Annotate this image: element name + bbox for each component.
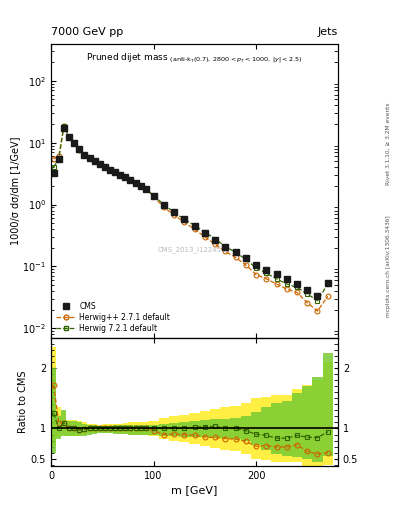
Text: Pruned dijet mass $_{(\mathregular{anti\text{-}k_T}(0.7),\ 2800<p_T<1000,\ |y|<2: Pruned dijet mass $_{(\mathregular{anti\… [86, 52, 303, 67]
Text: 7000 GeV pp: 7000 GeV pp [51, 27, 123, 37]
Text: Jets: Jets [318, 27, 338, 37]
Legend: CMS, Herwig++ 2.7.1 default, Herwig 7.2.1 default: CMS, Herwig++ 2.7.1 default, Herwig 7.2.… [55, 300, 172, 334]
Text: CMS_2013_I1224539: CMS_2013_I1224539 [158, 246, 231, 253]
Text: Rivet 3.1.10, ≥ 3.2M events: Rivet 3.1.10, ≥ 3.2M events [386, 102, 391, 185]
X-axis label: m [GeV]: m [GeV] [171, 485, 218, 495]
Y-axis label: Ratio to CMS: Ratio to CMS [18, 371, 28, 433]
Y-axis label: 1000/σ dσ/dm [1/GeV]: 1000/σ dσ/dm [1/GeV] [9, 137, 20, 245]
Text: mcplots.cern.ch [arXiv:1306.3436]: mcplots.cern.ch [arXiv:1306.3436] [386, 216, 391, 317]
